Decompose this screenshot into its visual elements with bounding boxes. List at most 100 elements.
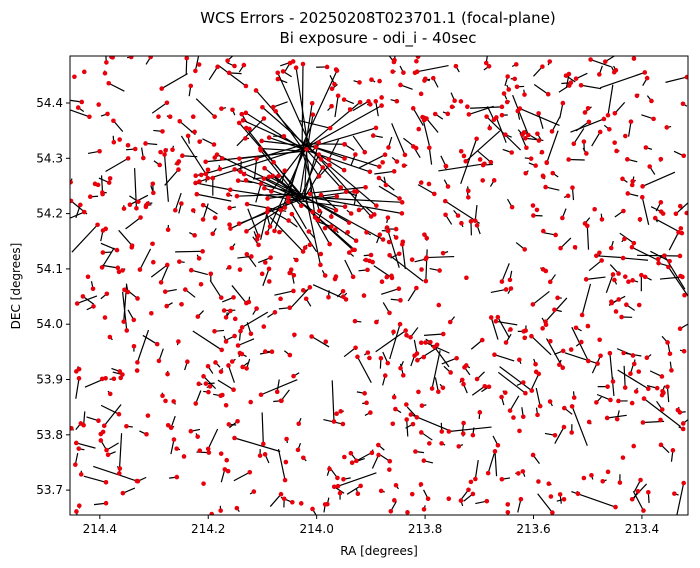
- star-point: [619, 314, 624, 320]
- star-point: [684, 74, 688, 80]
- star-point: [289, 211, 295, 217]
- star-point: [156, 114, 161, 119]
- x-tick-label: 213.4: [625, 522, 659, 536]
- star-point: [333, 227, 338, 232]
- star-point: [181, 454, 187, 459]
- star-point: [369, 450, 375, 456]
- star-point: [621, 350, 626, 356]
- star-point: [197, 448, 203, 453]
- star-point: [174, 474, 180, 480]
- error-vector: [632, 491, 644, 511]
- star-point: [227, 222, 232, 227]
- star-point: [369, 77, 374, 82]
- star-point: [631, 240, 637, 246]
- star-point: [176, 167, 181, 172]
- star-point: [96, 418, 101, 424]
- error-vector: [631, 246, 660, 262]
- star-point: [219, 106, 224, 111]
- error-vector: [568, 158, 585, 161]
- star-point: [324, 64, 330, 70]
- star-point: [235, 418, 240, 424]
- error-vector: [261, 412, 264, 444]
- error-vector: [227, 365, 235, 383]
- error-vector: [180, 135, 207, 175]
- star-point: [631, 56, 637, 61]
- star-point: [176, 159, 182, 164]
- outlier-vector: [236, 193, 303, 197]
- star-point: [609, 299, 614, 304]
- error-vector: [431, 350, 441, 389]
- x-tick-label: 214.0: [299, 522, 333, 536]
- star-point: [533, 361, 538, 367]
- star-point: [107, 334, 113, 340]
- star-point: [229, 359, 235, 364]
- star-point: [588, 57, 593, 62]
- star-point: [116, 471, 122, 476]
- star-point: [115, 265, 121, 271]
- star-point: [180, 153, 185, 159]
- star-point: [100, 190, 105, 195]
- star-point: [539, 149, 545, 155]
- star-point: [230, 107, 235, 113]
- star-point: [414, 351, 420, 356]
- star-point: [463, 363, 469, 368]
- star-point: [260, 104, 265, 110]
- star-point: [228, 226, 233, 231]
- star-point: [163, 148, 168, 153]
- error-vector: [337, 472, 377, 487]
- star-point: [604, 415, 610, 421]
- error-vector: [607, 414, 627, 419]
- star-point: [681, 348, 687, 354]
- star-point: [536, 138, 542, 143]
- star-point: [400, 373, 406, 378]
- star-point: [629, 496, 635, 502]
- star-point: [673, 211, 679, 217]
- star-point: [70, 179, 73, 185]
- star-point: [290, 59, 296, 64]
- star-point: [179, 302, 184, 307]
- star-point: [410, 421, 416, 427]
- error-vector: [532, 290, 550, 305]
- error-vector: [580, 84, 602, 90]
- star-point: [409, 491, 415, 497]
- error-vector: [378, 185, 400, 200]
- star-point: [445, 111, 451, 117]
- star-point: [597, 129, 603, 135]
- star-point: [520, 380, 526, 385]
- star-point: [452, 98, 457, 104]
- star-point: [120, 268, 125, 273]
- star-point: [212, 114, 217, 119]
- star-point: [218, 369, 224, 374]
- star-point: [81, 209, 87, 215]
- star-point: [680, 421, 686, 426]
- star-point: [522, 335, 527, 341]
- star-point: [397, 321, 403, 327]
- star-point: [523, 170, 528, 176]
- star-point: [124, 423, 129, 429]
- star-point: [275, 76, 281, 82]
- star-point: [238, 169, 243, 174]
- outlier-vector: [308, 144, 380, 168]
- error-vector: [470, 106, 502, 109]
- star-point: [368, 410, 373, 415]
- star-point: [329, 103, 334, 109]
- star-point: [283, 459, 289, 465]
- error-vector: [425, 249, 428, 282]
- star-point: [121, 319, 127, 324]
- star-point: [143, 141, 148, 146]
- error-vector: [83, 411, 86, 426]
- error-vector: [75, 378, 80, 399]
- error-vector: [151, 102, 168, 114]
- star-point: [70, 198, 74, 204]
- error-vector: [195, 98, 216, 118]
- star-point: [349, 460, 355, 466]
- error-vector: [194, 56, 200, 72]
- star-point: [111, 376, 117, 382]
- star-point: [518, 496, 524, 502]
- star-point: [566, 157, 571, 162]
- star-point: [279, 398, 284, 404]
- star-point: [117, 369, 123, 374]
- star-point: [639, 272, 644, 278]
- star-point: [586, 119, 592, 125]
- star-point: [261, 441, 266, 447]
